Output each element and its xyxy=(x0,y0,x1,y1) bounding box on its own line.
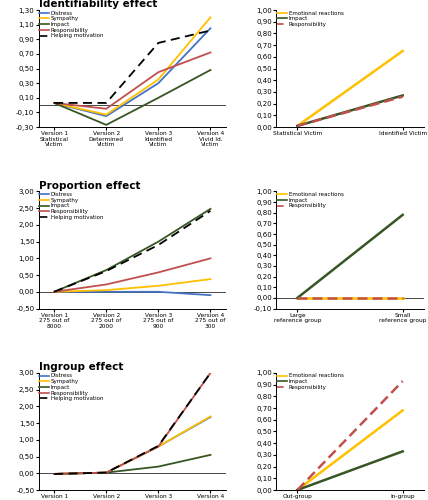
Legend: Distress, Sympathy, Impact, Responsibility, Helping motivation: Distress, Sympathy, Impact, Responsibili… xyxy=(39,10,103,38)
Text: Proportion effect: Proportion effect xyxy=(39,180,140,190)
Legend: Emotional reactions, Impact, Responsibility: Emotional reactions, Impact, Responsibil… xyxy=(277,192,343,208)
Text: Ingroup effect: Ingroup effect xyxy=(39,362,123,372)
Legend: Distress, Sympathy, Impact, Responsibility, Helping motivation: Distress, Sympathy, Impact, Responsibili… xyxy=(39,192,103,220)
Text: Identifiability effect: Identifiability effect xyxy=(39,0,157,9)
Legend: Emotional reactions, Impact, Responsibility: Emotional reactions, Impact, Responsibil… xyxy=(277,374,343,390)
Legend: Distress, Sympathy, Impact, Responsibility, Helping motivation: Distress, Sympathy, Impact, Responsibili… xyxy=(39,374,103,402)
Legend: Emotional reactions, Impact, Responsibility: Emotional reactions, Impact, Responsibil… xyxy=(277,10,343,27)
